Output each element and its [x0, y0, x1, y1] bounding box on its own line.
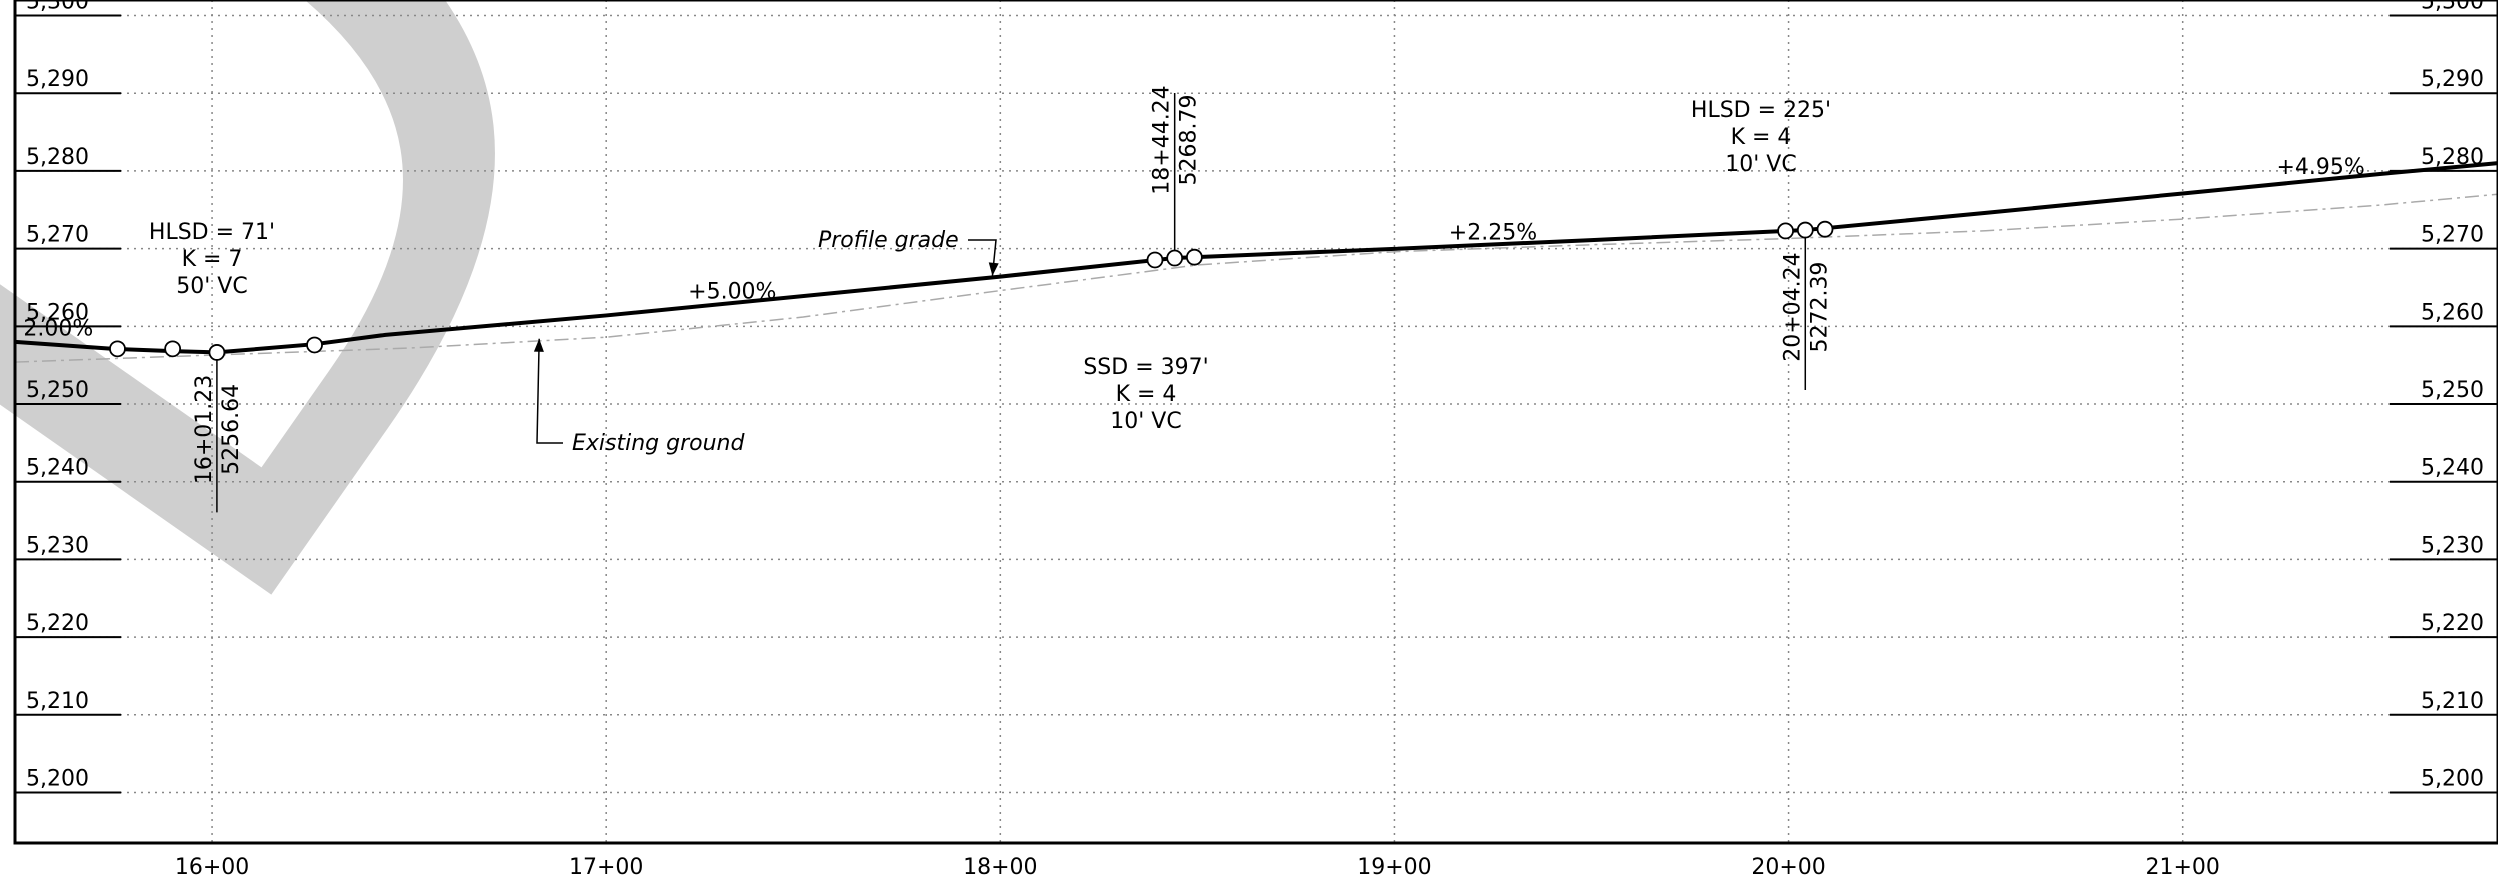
- pvi-station-label: 20+04.24: [1780, 252, 1805, 361]
- curve-point-marker: [1796, 221, 1814, 239]
- elevation-tick-label-left: 5,220: [26, 611, 89, 636]
- elevation-tick-label-left: 5,300: [26, 0, 89, 15]
- plot-frame: [13, 0, 2498, 845]
- grade-labels: 2.00% +5.00% +2.25% +4.95% Profile grade Exis…: [23, 155, 2364, 456]
- callout-arrowhead: [988, 262, 999, 276]
- grade-label: +2.25%: [1449, 220, 1537, 245]
- elevation-tick-label-left: 5,210: [26, 689, 89, 714]
- elevation-tick-label-left: 5,290: [26, 67, 89, 92]
- elevation-tick-label-right: 5,270: [2421, 223, 2484, 248]
- grade-label: 2.00%: [23, 317, 93, 342]
- curve-info-line: HLSD = 225': [1691, 98, 1831, 123]
- callout-leader: [536, 338, 563, 444]
- pvi-annotations: 16+01.23 5256.64 HLSD = 71'K = 750' VC 18+4…: [109, 85, 1834, 513]
- pvi-label: 16+01.23 5256.64: [192, 375, 244, 484]
- curve-info-line: K = 4: [1731, 125, 1792, 150]
- axis-ticks: 16+00 17+00 18+00 19+00 20+00 21+00 5,200 5,200…: [15, 0, 2498, 880]
- station-tick-label: 17+00: [569, 855, 643, 880]
- elevation-tick-label-right: 5,290: [2421, 67, 2484, 92]
- curve-point-marker: [208, 344, 226, 361]
- station-tick-label: 16+00: [175, 855, 249, 880]
- curve-point-marker: [306, 336, 323, 354]
- station-tick-label: 19+00: [1357, 855, 1431, 880]
- curve-point-marker: [1166, 249, 1184, 267]
- curve-info-line: K = 4: [1116, 382, 1177, 407]
- elevation-tick-label-right: 5,220: [2421, 611, 2484, 636]
- callout-arrowhead: [533, 338, 544, 352]
- curve-info-line: 10' VC: [1110, 409, 1181, 434]
- curve-point-marker: [1185, 248, 1203, 266]
- callout-profile-grade: Profile grade: [818, 228, 959, 253]
- station-tick-label: 20+00: [1751, 855, 1825, 880]
- pvi-station-label: 18+44.24: [1150, 85, 1175, 194]
- grid: [15, 0, 2498, 843]
- existing-ground-line: [14, 193, 2498, 363]
- pvi-elevation-label: 5268.79: [1177, 95, 1202, 186]
- grade-label: +4.95%: [2276, 155, 2364, 180]
- curve-info-line: SSD = 397': [1083, 355, 1208, 380]
- elevation-tick-label-left: 5,230: [26, 533, 89, 558]
- elevation-tick-label-right: 5,250: [2421, 378, 2484, 403]
- curve-point-marker: [1816, 220, 1834, 238]
- elevation-tick-label-left: 5,260: [26, 300, 89, 325]
- curve-point-marker: [109, 340, 126, 358]
- elevation-tick-label-right: 5,200: [2421, 766, 2484, 791]
- pvi-station-label: 16+01.23: [192, 375, 217, 484]
- elevation-tick-label-left: 5,250: [26, 378, 89, 403]
- curve-info-line: 10' VC: [1725, 152, 1796, 177]
- pvi-label: 18+44.24 5268.79: [1150, 85, 1202, 194]
- elevation-tick-label-left: 5,200: [26, 766, 89, 791]
- pvi-label: 20+04.24 5272.39: [1780, 252, 1832, 361]
- elevation-tick-label-left: 5,270: [26, 223, 89, 248]
- profile-grade-line: [14, 161, 2498, 355]
- pvi-elevation-label: 5272.39: [1807, 262, 1832, 353]
- elevation-tick-label-right: 5,240: [2421, 456, 2484, 481]
- curve-info-line: 50' VC: [176, 274, 247, 299]
- series: [14, 161, 2498, 363]
- elevation-tick-label-right: 5,210: [2421, 689, 2484, 714]
- curve-point-marker: [1777, 222, 1794, 240]
- curve-point-marker: [1146, 251, 1164, 269]
- elevation-tick-label-right: 5,260: [2421, 300, 2484, 325]
- station-tick-label: 21+00: [2145, 855, 2219, 880]
- station-tick-label: 18+00: [963, 855, 1037, 880]
- curve-point-marker: [164, 340, 182, 358]
- elevation-tick-label-right: 5,230: [2421, 533, 2484, 558]
- elevation-tick-label-left: 5,280: [26, 145, 89, 170]
- elevation-tick-label-right: 5,300: [2421, 0, 2484, 15]
- elevation-tick-label-left: 5,240: [26, 456, 89, 481]
- pvi-elevation-label: 5256.64: [219, 384, 244, 475]
- curve-info-line: HLSD = 71': [149, 220, 275, 245]
- curve-info-line: K = 7: [182, 247, 243, 272]
- grade-label: +5.00%: [688, 279, 776, 304]
- callout-existing-ground: Existing ground: [572, 431, 745, 456]
